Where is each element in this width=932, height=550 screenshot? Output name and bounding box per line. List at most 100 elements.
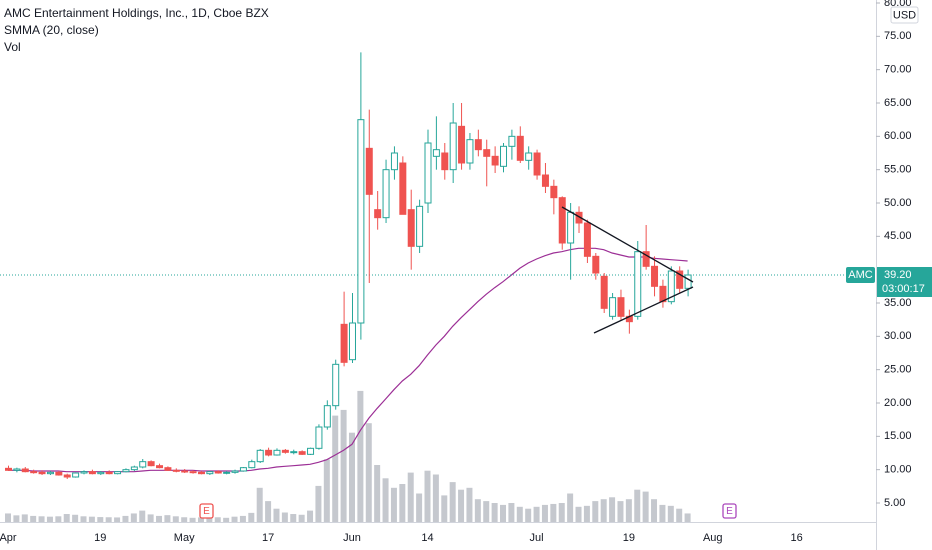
- volume-bar: [30, 515, 37, 522]
- x-tick-label: 16: [791, 532, 803, 544]
- candle-body: [139, 461, 147, 468]
- candle-body: [130, 466, 138, 471]
- volume-label: Vol: [4, 40, 21, 54]
- candle-body: [248, 461, 256, 469]
- volume-bar: [248, 512, 255, 522]
- volume-bar: [239, 515, 246, 522]
- volume-bar: [449, 482, 456, 522]
- earnings-marker[interactable]: E: [722, 503, 737, 519]
- volume-bar: [130, 513, 137, 522]
- candle-body: [634, 251, 642, 317]
- volume-bar: [281, 512, 288, 522]
- y-tick-label: 15.00: [884, 430, 912, 442]
- volume-bar: [684, 513, 691, 522]
- volume-bar: [332, 415, 339, 522]
- volume-bar: [625, 499, 632, 522]
- volume-bar: [290, 514, 297, 522]
- volume-bar: [541, 504, 548, 522]
- candle-body: [583, 222, 591, 257]
- candle-body: [273, 449, 281, 456]
- volume-bar: [231, 516, 238, 522]
- candle-body: [424, 142, 432, 204]
- volume-bar: [156, 515, 163, 522]
- candle-body: [500, 145, 508, 167]
- earnings-label: E: [726, 506, 733, 517]
- volume-bar: [105, 517, 112, 522]
- y-tick-label: 60.00: [884, 130, 912, 142]
- volume-bar: [307, 510, 314, 522]
- candle-body: [558, 197, 566, 244]
- candle-body: [483, 149, 491, 157]
- volume-bar: [575, 506, 582, 522]
- volume-bar: [197, 517, 204, 522]
- volume-bar: [441, 495, 448, 522]
- candle-body: [315, 426, 323, 449]
- volume-bar: [72, 514, 79, 522]
- candle-body: [307, 447, 315, 455]
- candle-body: [164, 467, 172, 471]
- candle-body: [525, 152, 533, 161]
- volume-bar: [139, 510, 146, 522]
- volume-bar: [558, 503, 565, 522]
- candle-body: [256, 449, 264, 463]
- volume-bar: [348, 432, 355, 522]
- currency-label: USD: [893, 9, 916, 21]
- x-tick-label: 14: [421, 532, 433, 544]
- volume-bar: [38, 516, 45, 522]
- candle-body: [80, 471, 88, 474]
- candle-body: [105, 471, 113, 475]
- volume-bar: [340, 409, 347, 522]
- x-tick-label: May: [174, 532, 195, 544]
- candle-body: [651, 265, 659, 287]
- volume-bar: [323, 459, 330, 522]
- x-tick-label: 17: [262, 532, 274, 544]
- candle-body: [516, 135, 524, 161]
- candle-body: [30, 471, 38, 474]
- candle-body: [172, 469, 180, 472]
- volume-bar: [5, 513, 11, 522]
- y-tick-label: 45.00: [884, 230, 912, 242]
- candle-body: [399, 162, 407, 215]
- volume-bar: [46, 516, 53, 522]
- volume-bar: [382, 478, 389, 522]
- candle-body: [197, 471, 205, 475]
- candle-body: [114, 471, 122, 475]
- y-tick-label: 75.00: [884, 30, 912, 42]
- symbol-label: AMC: [848, 269, 873, 281]
- volume-bar: [315, 485, 322, 522]
- earnings-label: E: [203, 506, 210, 517]
- candle-body: [13, 468, 21, 471]
- candle-body: [72, 472, 80, 478]
- volume-bar: [181, 517, 188, 522]
- candle-body: [449, 122, 457, 171]
- candle-body: [206, 471, 214, 475]
- y-tick-label: 50.00: [884, 197, 912, 209]
- volume-bar: [365, 423, 372, 522]
- y-tick-label: 10.00: [884, 464, 912, 476]
- last-price-label: 39.20: [884, 269, 912, 281]
- candle-body: [667, 270, 675, 303]
- earnings-box: [199, 503, 214, 519]
- candle-body: [88, 471, 96, 475]
- candle-body: [550, 185, 558, 199]
- chart-title: AMC Entertainment Holdings, Inc., 1D, Cb…: [4, 6, 269, 20]
- volume-bar: [114, 517, 121, 522]
- last-price-box: [877, 267, 932, 297]
- volume-bar: [432, 474, 439, 522]
- candle-body: [491, 155, 499, 166]
- candle-body: [458, 125, 466, 164]
- volume-bar: [399, 484, 406, 522]
- x-tick-label: Jul: [530, 532, 544, 544]
- candle-body: [97, 471, 105, 475]
- volume-bar: [407, 472, 414, 522]
- earnings-marker[interactable]: E: [199, 503, 214, 519]
- volume-bar: [164, 515, 171, 522]
- volume-bar: [500, 504, 507, 522]
- candle-body: [46, 471, 54, 475]
- currency-box[interactable]: [890, 6, 919, 24]
- candle-body: [609, 297, 617, 317]
- volume-bar: [172, 516, 179, 522]
- candle-body: [21, 468, 29, 473]
- countdown-label: 03:00:17: [882, 283, 925, 295]
- candle-body: [382, 169, 390, 219]
